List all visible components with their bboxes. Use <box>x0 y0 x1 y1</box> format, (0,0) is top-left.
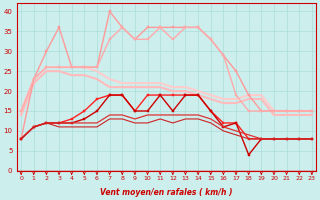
X-axis label: Vent moyen/en rafales ( km/h ): Vent moyen/en rafales ( km/h ) <box>100 188 233 197</box>
